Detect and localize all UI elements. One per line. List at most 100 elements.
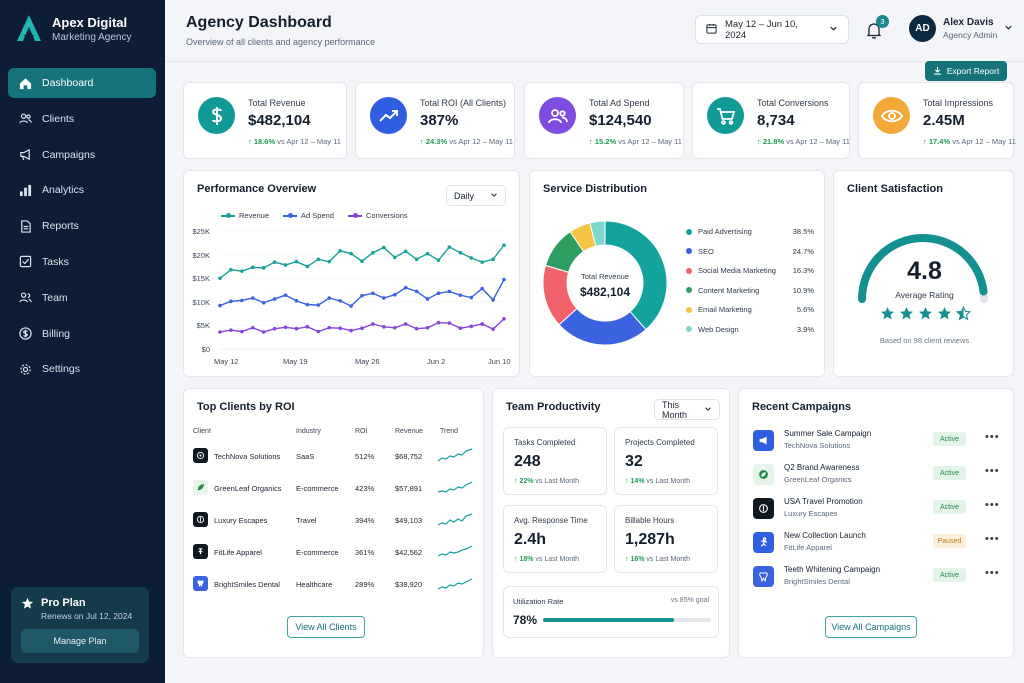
greenleaf-logo-icon xyxy=(193,480,208,495)
campaign-item[interactable]: USA Travel Promotion Luxury Escapes Acti… xyxy=(751,494,999,524)
status-badge: Active xyxy=(933,568,966,582)
campaign-client: GreenLeaf Organics xyxy=(784,475,852,484)
legend-item: SEO 24.7% xyxy=(686,247,814,256)
campaign-item[interactable]: Summer Sale Campaign TechNova Solutions … xyxy=(751,426,999,456)
table-row[interactable]: FitLife Apparel E-commerce 361% $42,562 xyxy=(193,538,475,566)
metric-value: 248 xyxy=(514,453,541,470)
rating-score: 4.8 xyxy=(907,257,942,285)
client-revenue: $68,752 xyxy=(395,452,423,461)
sidebar-item-campaigns[interactable]: Campaigns xyxy=(8,140,156,170)
card-title: Service Distribution xyxy=(543,183,647,195)
metric-card-billable-hours: Billable Hours 1,287h ↑ 16% vs Last Mont… xyxy=(614,505,718,573)
sidebar-item-tasks[interactable]: Tasks xyxy=(8,247,156,277)
megaphone-icon xyxy=(18,148,32,162)
data-point xyxy=(294,259,299,264)
legend-item: Revenue xyxy=(221,211,269,220)
data-point xyxy=(305,325,310,329)
metric-value: 32 xyxy=(625,453,643,470)
data-point xyxy=(491,327,495,331)
star-icon xyxy=(21,597,34,621)
compass-icon xyxy=(753,498,774,519)
brand[interactable]: Apex Digital Marketing Agency xyxy=(16,14,132,44)
data-point xyxy=(425,297,430,301)
legend-item: Ad Spend xyxy=(283,211,334,220)
data-point xyxy=(250,325,255,330)
sidebar-item-reports[interactable]: Reports xyxy=(8,211,156,241)
client-roi: 361% xyxy=(355,548,375,557)
table-row[interactable]: Luxury Escapes Travel 394% $49,103 xyxy=(193,506,475,534)
utilization-panel: Utilization Rate vs 85% goal 78% xyxy=(503,586,719,638)
legend-item: Paid Advertising 38.5% xyxy=(686,227,814,236)
sidebar-item-label: Clients xyxy=(42,112,75,125)
data-point xyxy=(218,276,222,280)
more-options-icon[interactable]: ••• xyxy=(985,465,1000,477)
more-options-icon[interactable]: ••• xyxy=(985,533,1000,545)
data-point xyxy=(458,293,463,297)
notifications-button[interactable]: 3 xyxy=(864,15,889,42)
data-point xyxy=(458,250,463,255)
user-menu[interactable]: AD Alex Davis Agency Admin xyxy=(909,15,1013,42)
table-row[interactable]: BrightSmiles Dental Healthcare 289% $38,… xyxy=(193,570,475,598)
sidebar-item-dashboard[interactable]: Dashboard xyxy=(8,68,156,98)
data-point xyxy=(240,298,244,303)
more-options-icon[interactable]: ••• xyxy=(985,567,1000,579)
period-select[interactable]: Daily xyxy=(446,185,506,206)
sidebar-item-analytics[interactable]: Analytics xyxy=(8,175,156,205)
client-industry: Travel xyxy=(296,516,317,525)
cart-icon xyxy=(707,97,744,134)
kpi-label: Total Impressions xyxy=(923,98,994,108)
data-point xyxy=(469,295,474,300)
users-icon xyxy=(539,97,576,134)
metric-label: Billable Hours xyxy=(625,516,675,525)
avatar: AD xyxy=(909,15,936,42)
page-subtitle: Overview of all clients and agency perfo… xyxy=(186,37,376,47)
kpi-card-conversions: Total Conversions 8,734 ↑ 21.8% vs Apr 1… xyxy=(692,82,850,159)
campaign-item[interactable]: Teeth Whitening Campaign BrightSmiles De… xyxy=(751,562,999,592)
service-donut-chart xyxy=(542,220,668,346)
campaign-name: Q2 Brand Awareness xyxy=(784,463,860,472)
data-point xyxy=(218,330,222,334)
sidebar-item-label: Campaigns xyxy=(42,148,96,161)
top-clients-card: Top Clients by ROI Client Industry ROI R… xyxy=(183,388,484,658)
metric-delta: ↑ 18% vs Last Month xyxy=(514,556,579,563)
campaign-item[interactable]: New Collection Launch FitLife Apparel Pa… xyxy=(751,528,999,558)
sidebar-item-clients[interactable]: Clients xyxy=(8,104,156,134)
table-row[interactable]: TechNova Solutions SaaS 512% $68,752 xyxy=(193,442,475,470)
sidebar-nav: Dashboard Clients Campaigns Analytics Re… xyxy=(8,68,156,390)
x-tick-label: Jun 2 xyxy=(427,357,446,366)
data-point xyxy=(316,329,321,334)
data-point xyxy=(447,289,452,294)
sidebar-item-label: Dashboard xyxy=(42,77,94,89)
data-point xyxy=(360,259,364,264)
kpi-card-impressions: Total Impressions 2.45M ↑ 17.4% vs Apr 1… xyxy=(858,82,1016,159)
more-options-icon[interactable]: ••• xyxy=(985,431,1000,443)
table-row[interactable]: GreenLeaf Organics E-commerce 423% $57,8… xyxy=(193,474,475,502)
kpi-value: $482,104 xyxy=(248,112,311,129)
export-report-button[interactable]: Export Report xyxy=(925,61,1007,81)
manage-plan-button[interactable]: Manage Plan xyxy=(21,629,139,653)
home-icon xyxy=(18,76,32,90)
date-range-picker[interactable]: May 12 – Jun 10, 2024 xyxy=(695,15,849,44)
status-badge: Paused xyxy=(933,534,966,548)
data-point xyxy=(371,322,375,326)
header-divider xyxy=(165,61,1024,62)
sidebar-item-label: Billing xyxy=(42,327,71,340)
view-all-campaigns-button[interactable]: View All Campaigns xyxy=(825,616,917,638)
campaign-item[interactable]: Q2 Brand Awareness GreenLeaf Organics Ac… xyxy=(751,460,999,490)
metric-label: Avg. Response Time xyxy=(514,516,588,525)
legend-item: Web Design 3.9% xyxy=(686,325,814,334)
sidebar-item-team[interactable]: Team xyxy=(8,283,156,313)
data-point xyxy=(349,328,353,333)
card-title: Performance Overview xyxy=(197,183,317,195)
sidebar-item-settings[interactable]: Settings xyxy=(8,354,156,384)
view-all-clients-button[interactable]: View All Clients xyxy=(287,616,365,638)
x-tick-label: May 12 xyxy=(214,357,239,366)
campaign-name: New Collection Launch xyxy=(784,531,866,540)
star-icon xyxy=(938,307,951,320)
sidebar-item-billing[interactable]: Billing xyxy=(8,319,156,349)
user-name: Alex Davis xyxy=(943,17,994,28)
client-industry: E-commerce xyxy=(296,484,339,493)
period-select[interactable]: This Month xyxy=(654,399,720,420)
donut-slice-web-design xyxy=(589,220,606,247)
more-options-icon[interactable]: ••• xyxy=(985,499,1000,511)
